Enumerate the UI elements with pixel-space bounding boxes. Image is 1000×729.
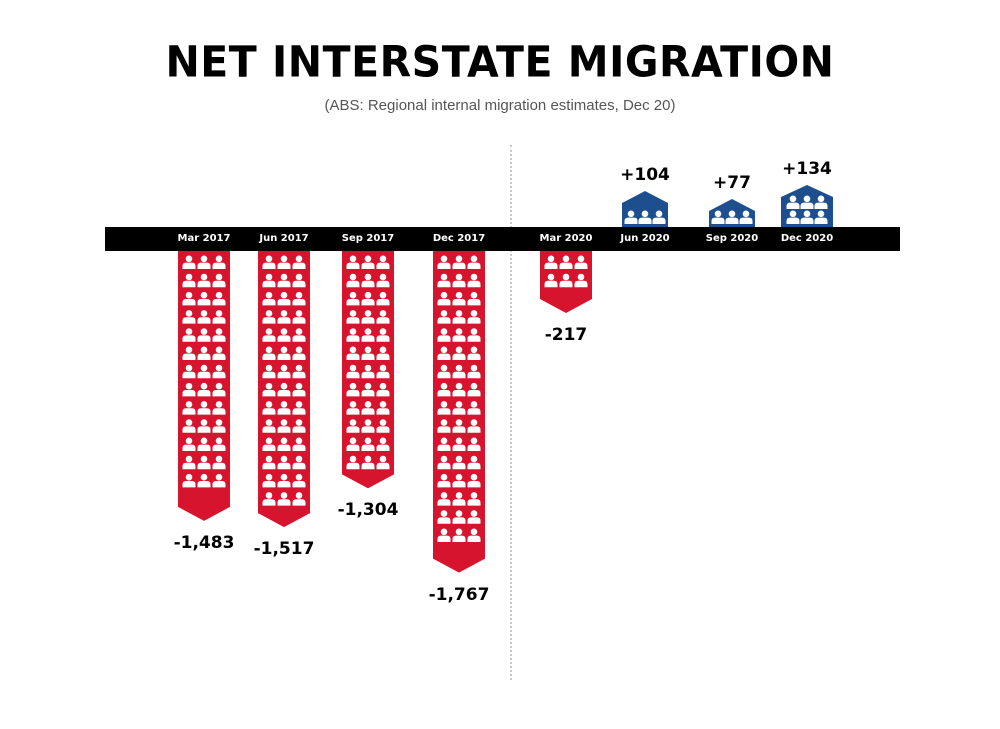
x-axis-label: Mar 2020 — [539, 233, 593, 244]
chart-title: NET INTERSTATE MIGRATION — [165, 36, 835, 88]
data-value-label: -1,304 — [337, 500, 399, 521]
person-icon-group — [262, 255, 306, 506]
bar-jun-2020 — [622, 191, 668, 227]
data-value-label: +104 — [620, 165, 670, 185]
bar-mar-2017 — [178, 251, 230, 521]
person-icon-group — [182, 255, 226, 488]
person-icon-group — [437, 255, 481, 542]
pictogram-bar — [540, 251, 592, 313]
x-axis-label: Jun 2020 — [620, 233, 670, 244]
data-value-label: +134 — [782, 159, 832, 179]
x-axis-label: Dec 2017 — [432, 233, 486, 244]
bar-dec-2020 — [781, 185, 833, 227]
pictogram-bar — [622, 191, 668, 227]
data-value-label: +77 — [713, 173, 751, 193]
bar-mar-2020 — [540, 251, 592, 313]
person-icon-group — [624, 210, 666, 224]
person-icon-group — [786, 195, 828, 224]
pictogram-bar — [342, 251, 394, 489]
pictogram-bar — [178, 251, 230, 521]
person-icon-group — [544, 255, 588, 288]
data-value-label: -1,767 — [428, 584, 490, 605]
person-icon-group — [346, 255, 390, 470]
data-value-label: -1,517 — [253, 539, 315, 560]
data-value-label: -1,483 — [173, 532, 235, 553]
period-divider — [510, 145, 512, 680]
data-value-label: -217 — [544, 325, 588, 345]
person-icon-group — [711, 210, 753, 224]
bar-dec-2017 — [433, 251, 485, 573]
x-axis-label: Jun 2017 — [259, 233, 309, 244]
x-axis-band — [105, 227, 900, 251]
x-axis-label: Sep 2020 — [705, 233, 759, 244]
pictogram-bar — [709, 199, 755, 227]
chart-subtitle: (ABS: Regional internal migration estima… — [324, 97, 676, 114]
bar-sep-2020 — [709, 199, 755, 227]
pictogram-bar — [433, 251, 485, 573]
bar-jun-2017 — [258, 251, 310, 528]
pictogram-bar — [258, 251, 310, 528]
x-axis-label: Sep 2017 — [341, 233, 395, 244]
x-axis-label: Mar 2017 — [177, 233, 231, 244]
bar-sep-2017 — [342, 251, 394, 489]
pictogram-bar — [781, 185, 833, 227]
x-axis-label: Dec 2020 — [780, 233, 834, 244]
